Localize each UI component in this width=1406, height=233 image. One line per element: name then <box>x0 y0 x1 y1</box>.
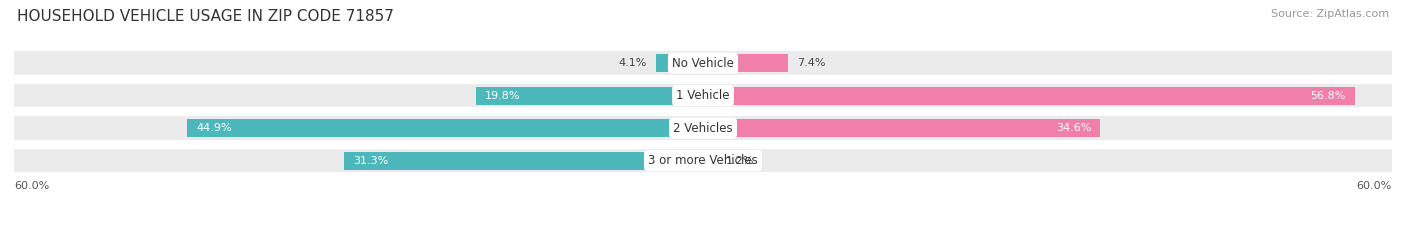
Legend: Owner-occupied, Renter-occupied: Owner-occupied, Renter-occupied <box>586 230 820 233</box>
Bar <box>703 54 787 72</box>
Text: HOUSEHOLD VEHICLE USAGE IN ZIP CODE 71857: HOUSEHOLD VEHICLE USAGE IN ZIP CODE 7185… <box>17 9 394 24</box>
Text: 1 Vehicle: 1 Vehicle <box>676 89 730 102</box>
Text: 19.8%: 19.8% <box>485 91 520 101</box>
Bar <box>703 119 1101 137</box>
Text: 34.6%: 34.6% <box>1056 123 1091 133</box>
Text: No Vehicle: No Vehicle <box>672 57 734 70</box>
Bar <box>14 149 1392 172</box>
Bar <box>657 54 703 72</box>
Bar <box>703 87 1355 105</box>
Bar <box>703 152 717 170</box>
Text: 31.3%: 31.3% <box>353 156 388 166</box>
Text: 2 Vehicles: 2 Vehicles <box>673 122 733 135</box>
Text: 4.1%: 4.1% <box>619 58 647 68</box>
Bar <box>14 84 1392 107</box>
Text: 56.8%: 56.8% <box>1310 91 1346 101</box>
Bar <box>187 119 703 137</box>
Text: Source: ZipAtlas.com: Source: ZipAtlas.com <box>1271 9 1389 19</box>
Bar <box>475 87 703 105</box>
Text: 3 or more Vehicles: 3 or more Vehicles <box>648 154 758 167</box>
Text: 60.0%: 60.0% <box>1357 181 1392 191</box>
Text: 60.0%: 60.0% <box>14 181 49 191</box>
Text: 1.2%: 1.2% <box>725 156 755 166</box>
Text: 7.4%: 7.4% <box>797 58 825 68</box>
Bar <box>14 51 1392 75</box>
Text: 44.9%: 44.9% <box>197 123 232 133</box>
Bar <box>343 152 703 170</box>
Bar <box>14 116 1392 140</box>
